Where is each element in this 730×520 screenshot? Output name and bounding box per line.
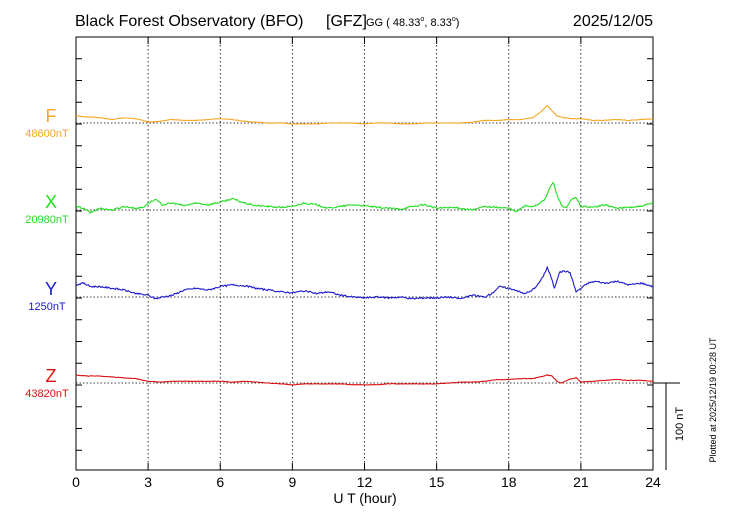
x-tick-label-15: 15 <box>429 474 445 490</box>
trace-X <box>75 181 654 215</box>
x-tick-label-6: 6 <box>216 474 224 490</box>
chart-title: Black Forest Observatory (BFO) <box>75 13 304 30</box>
series-labels: F 48600nT X 20980nT Y 1250nT Z 43820nT <box>25 106 69 400</box>
x-tick-label-24: 24 <box>645 474 661 490</box>
series-name-Y: Y <box>45 279 57 299</box>
plotted-note: Plotted at 2025/12/19 00:28 UT <box>708 337 718 463</box>
series-baseline-X: 20980nT <box>25 214 69 226</box>
series-traces <box>75 104 654 386</box>
x-tick-label-12: 12 <box>357 474 373 490</box>
x-tick-label-0: 0 <box>72 474 80 490</box>
axis-ticks <box>75 36 654 470</box>
x-tick-label-9: 9 <box>288 474 296 490</box>
x-tick-label-18: 18 <box>501 474 517 490</box>
scale-bar: 100 nT <box>653 382 686 470</box>
series-baseline-F: 48600nT <box>25 128 69 140</box>
trace-Z <box>75 374 653 386</box>
coordinates-label: GG ( 48.33o, 8.33o) <box>366 16 459 29</box>
vertical-grid <box>147 37 582 470</box>
trace-F <box>75 104 654 125</box>
x-axis-label: U T (hour) <box>333 490 396 506</box>
series-baseline-Z: 43820nT <box>25 388 69 400</box>
scale-bar-label: 100 nT <box>674 407 686 442</box>
x-tick-labels: 0 3 6 9 12 15 18 21 24 <box>72 474 661 490</box>
baselines <box>76 122 653 384</box>
series-name-F: F <box>46 106 57 126</box>
series-baseline-Y: 1250nT <box>28 301 66 313</box>
x-tick-label-21: 21 <box>573 474 589 490</box>
x-tick-label-3: 3 <box>144 474 152 490</box>
date-label: 2025/12/05 <box>573 13 653 30</box>
series-name-Z: Z <box>46 366 57 386</box>
series-name-X: X <box>45 192 57 212</box>
institute-label: [GFZ] <box>326 13 367 30</box>
trace-Y <box>75 265 654 300</box>
